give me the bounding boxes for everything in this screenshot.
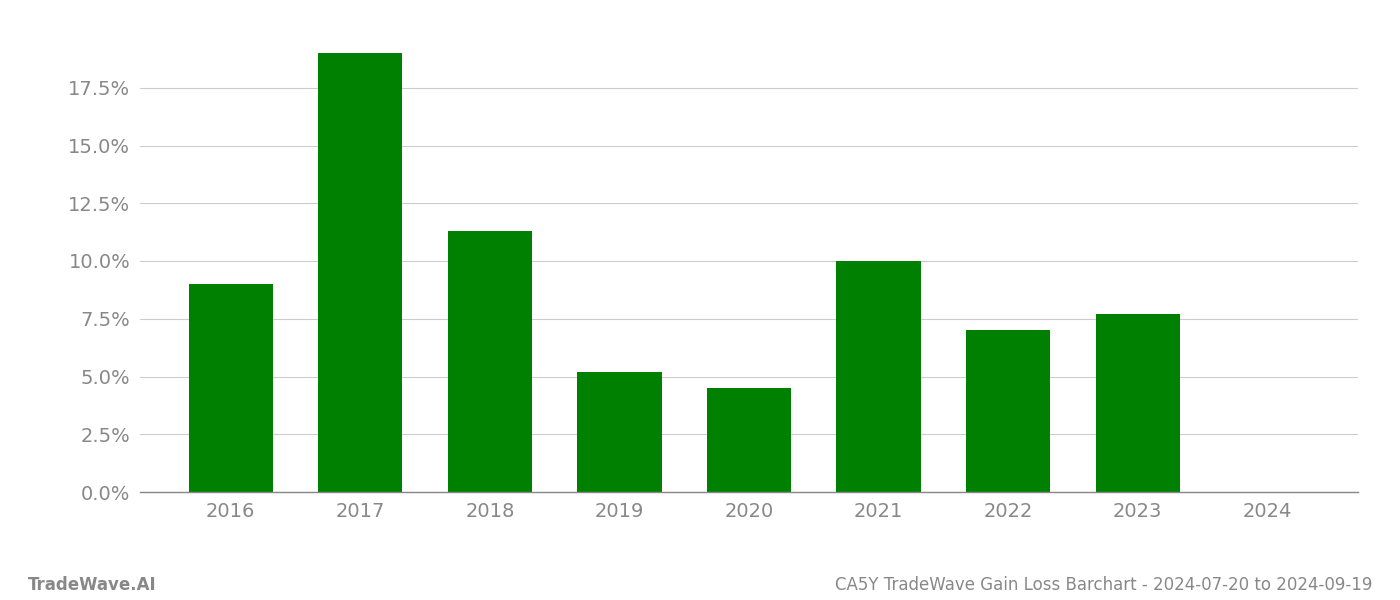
Bar [448, 231, 532, 492]
Bar [577, 372, 662, 492]
Bar [318, 53, 402, 492]
Bar [1096, 314, 1180, 492]
Bar [966, 330, 1050, 492]
Bar [189, 284, 273, 492]
Bar [707, 388, 791, 492]
Bar [836, 261, 921, 492]
Text: TradeWave.AI: TradeWave.AI [28, 576, 157, 594]
Text: CA5Y TradeWave Gain Loss Barchart - 2024-07-20 to 2024-09-19: CA5Y TradeWave Gain Loss Barchart - 2024… [834, 576, 1372, 594]
